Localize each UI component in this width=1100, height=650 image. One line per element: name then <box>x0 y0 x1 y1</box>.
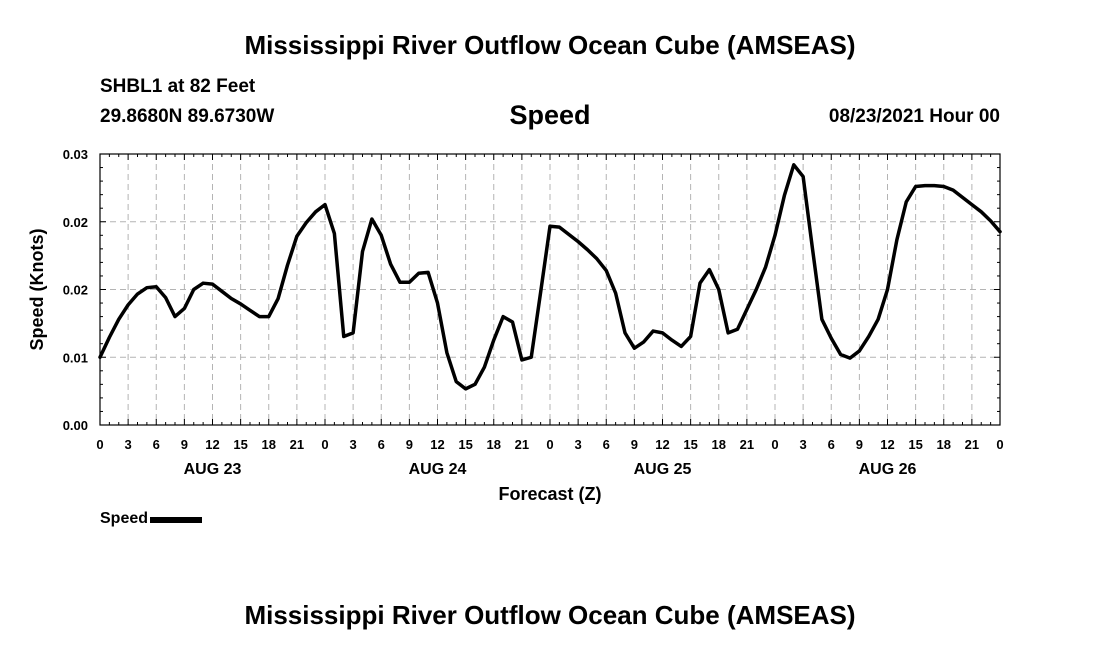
x-tick-label: 15 <box>458 437 472 452</box>
day-label: AUG 23 <box>184 461 242 478</box>
x-tick-label: 0 <box>996 437 1003 452</box>
x-tick-label: 6 <box>378 437 385 452</box>
x-tick-label: 12 <box>205 437 219 452</box>
x-tick-label: 18 <box>937 437 951 452</box>
day-label: AUG 24 <box>409 461 467 478</box>
x-tick-label: 18 <box>712 437 726 452</box>
day-label: AUG 26 <box>859 461 917 478</box>
x-tick-label: 21 <box>290 437 304 452</box>
variable-title: Speed <box>509 100 591 130</box>
x-tick-label: 3 <box>800 437 807 452</box>
x-tick-label: 9 <box>856 437 863 452</box>
y-tick-label: 0.01 <box>63 350 88 365</box>
x-tick-label: 9 <box>631 437 638 452</box>
x-tick-label: 3 <box>350 437 357 452</box>
x-tick-label: 21 <box>965 437 979 452</box>
x-tick-label: 12 <box>655 437 669 452</box>
x-tick-label: 18 <box>487 437 501 452</box>
x-tick-label: 12 <box>430 437 444 452</box>
series-line-speed <box>98 163 1002 391</box>
y-axis-title: Speed (Knots) <box>27 228 47 350</box>
y-tick-label: 0.03 <box>63 147 88 162</box>
x-tick-label: 15 <box>683 437 697 452</box>
x-tick-label: 6 <box>153 437 160 452</box>
legend: Speed <box>100 510 203 528</box>
x-tick-label: 21 <box>740 437 754 452</box>
x-tick-label: 9 <box>406 437 413 452</box>
forecast-datetime: 08/23/2021 Hour 00 <box>828 106 1000 127</box>
x-tick-label: 15 <box>908 437 922 452</box>
x-tick-label: 12 <box>880 437 894 452</box>
x-tick-label: 0 <box>771 437 778 452</box>
legend-label: Speed <box>100 510 149 527</box>
x-tick-label: 15 <box>233 437 247 452</box>
chart-footer-title: Mississippi River Outflow Ocean Cube (AM… <box>244 600 856 630</box>
y-tick-label: 0.00 <box>63 418 88 433</box>
x-tick-label: 6 <box>603 437 610 452</box>
plot-frame <box>99 153 1001 426</box>
x-tick-label: 0 <box>546 437 553 452</box>
x-tick-label: 21 <box>515 437 529 452</box>
x-tick-label: 0 <box>96 437 103 452</box>
station-label: SHBL1 at 82 Feet <box>100 76 256 97</box>
x-tick-label: 9 <box>181 437 188 452</box>
coordinates-label: 29.8680N 89.6730W <box>100 106 275 127</box>
y-tick-label: 0.02 <box>63 215 88 230</box>
chart-main-title: Mississippi River Outflow Ocean Cube (AM… <box>244 30 856 60</box>
x-axis-title: Forecast (Z) <box>498 484 601 504</box>
x-tick-label: 0 <box>321 437 328 452</box>
day-label: AUG 25 <box>634 461 692 478</box>
y-tick-label: 0.02 <box>63 283 88 298</box>
x-tick-label: 18 <box>262 437 276 452</box>
x-tick-label: 6 <box>828 437 835 452</box>
x-tick-label: 3 <box>125 437 132 452</box>
legend-swatch-speed <box>150 517 203 523</box>
x-tick-label: 3 <box>575 437 582 452</box>
